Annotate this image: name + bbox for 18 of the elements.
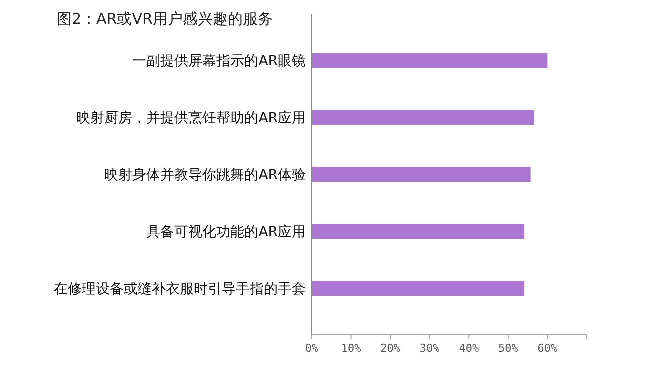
y-tick-label: 具备可视化功能的AR应用	[146, 224, 306, 240]
bar	[312, 53, 548, 68]
bar	[312, 110, 534, 125]
y-tick-label: 映射厨房，并提供烹饪帮助的AR应用	[76, 110, 306, 126]
x-tick-label: 10%	[341, 342, 362, 355]
text: 图2：AR或VR用户感兴趣的服务	[57, 10, 273, 28]
x-tick-label: 30%	[420, 342, 440, 355]
x-tick-label: 20%	[380, 342, 401, 355]
y-tick-label: 在修理设备或缝补衣服时引导手指的手套	[54, 282, 306, 298]
y-tick-label: 一副提供屏幕指示的AR眼镜	[132, 54, 306, 70]
y-tick-label: 映射身体并教导你跳舞的AR体验	[104, 168, 306, 184]
x-tick-label: 0%	[305, 342, 319, 355]
x-tick-label: 50%	[498, 342, 519, 355]
bar	[312, 281, 525, 296]
bar	[312, 167, 531, 182]
x-tick-label: 40%	[459, 342, 480, 355]
bar	[312, 224, 525, 239]
x-tick-label: 60%	[538, 342, 558, 355]
